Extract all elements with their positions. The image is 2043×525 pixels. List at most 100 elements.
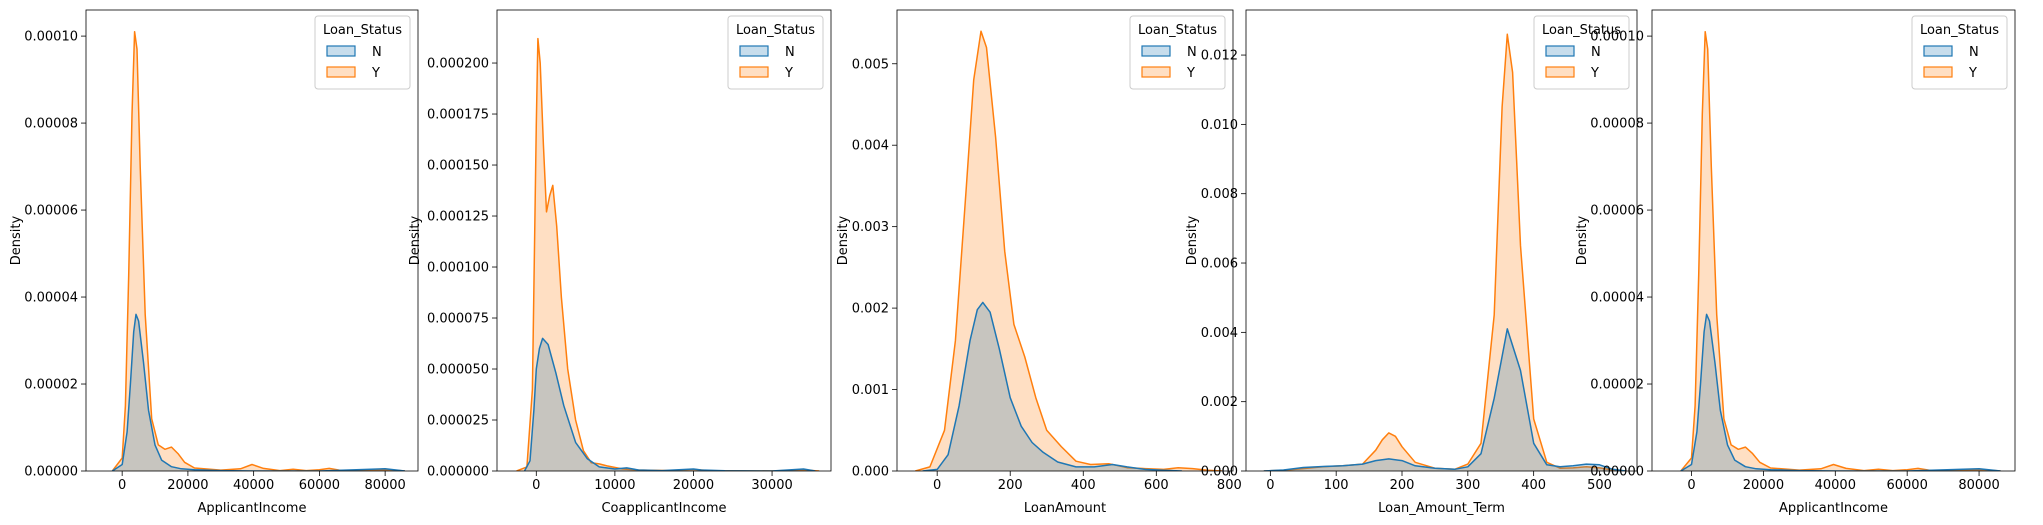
legend-swatch-Y (739, 66, 769, 78)
legend-swatch-N (1545, 45, 1575, 57)
subplot-5: 0 20000 40000 60000 80000 0.00000 0.00002 0.000… (1575, 9, 2016, 516)
y-tick-label: 0.00000 (1590, 465, 1644, 480)
legend-swatch-N (326, 45, 356, 57)
x-axis-label: Loan_Amount_Term (1378, 501, 1505, 516)
legend-title: Loan_Status (1138, 23, 1217, 38)
density-line-N (523, 337, 816, 471)
y-tick-label: 0.000025 (427, 414, 489, 429)
y-tick-label: 0.003 (852, 220, 889, 235)
y-axis-label: Density (1185, 215, 1200, 265)
legend-label-N: N (1187, 45, 1197, 60)
y-tick-label: 0.000100 (427, 261, 489, 276)
density-line-N (1680, 313, 2001, 471)
x-tick-label: 600 (1144, 478, 1169, 493)
y-tick-label: 0.004 (1201, 326, 1238, 341)
subplot-2: 0 10000 20000 30000 0.000000 0.000025 0.000050… (408, 9, 832, 516)
legend-label-Y: Y (371, 66, 380, 81)
legend-box (1911, 15, 2008, 90)
density-area-N (1680, 314, 2001, 471)
y-tick-label: 0.00010 (24, 30, 78, 45)
subplot-4: 0 100 200 300 400 500 0.000 0.002 0.004 0.006 0.00… (1185, 9, 1638, 516)
density-area-N (1263, 328, 1626, 471)
y-tick-label: 0.000125 (427, 210, 489, 225)
density-line-Y (915, 30, 1223, 471)
x-tick-label: 30000 (751, 478, 792, 493)
x-tick-label: 100 (1324, 478, 1349, 493)
legend: Loan_Status NY (1533, 15, 1630, 90)
legend-box (727, 15, 824, 90)
legend-label-N: N (1591, 45, 1601, 60)
density-area-Y (516, 38, 820, 471)
y-tick-label: 0.006 (1201, 257, 1238, 272)
y-tick-label: 0.000150 (427, 159, 489, 174)
legend: Loan_Status NY (1911, 15, 2008, 90)
y-tick-label: 0.001 (852, 383, 889, 398)
legend-title: Loan_Status (323, 23, 402, 38)
x-tick-label: 400 (1521, 478, 1546, 493)
x-tick-label: 200 (998, 478, 1023, 493)
x-tick-label: 300 (1455, 478, 1480, 493)
axes-frame (896, 9, 1234, 472)
density-line-N (922, 301, 1182, 471)
legend-box (1129, 15, 1226, 90)
y-tick-label: 0.000 (1201, 465, 1238, 480)
x-tick-label: 60000 (299, 478, 340, 493)
y-tick-label: 0.000175 (427, 108, 489, 123)
y-tick-label: 0.000000 (427, 465, 489, 480)
y-tick-label: 0.00000 (24, 465, 78, 480)
x-tick-label: 0 (1266, 478, 1274, 493)
y-tick-label: 0.004 (852, 139, 889, 154)
legend-swatch-Y (1923, 66, 1953, 78)
y-tick-label: 0.00004 (24, 291, 78, 306)
x-axis-label: CoapplicantIncome (601, 501, 726, 516)
legend-label-Y: Y (1968, 66, 1977, 81)
plot-area (1263, 33, 1626, 471)
axes-frame (1245, 9, 1638, 472)
y-axis-label: Density (408, 215, 423, 265)
y-axis-label: Density (1575, 215, 1590, 265)
y-tick-label: 0.00004 (1590, 291, 1644, 306)
legend-box (1533, 15, 1630, 90)
density-area-Y (915, 31, 1222, 471)
legend-label-Y: Y (784, 66, 793, 81)
legend-label-N: N (785, 45, 795, 60)
x-tick-label: 500 (1587, 478, 1612, 493)
legend-swatch-Y (326, 66, 356, 78)
y-tick-label: 0.00002 (1590, 378, 1644, 393)
y-axis-label: Density (9, 215, 24, 265)
density-area-Y (1680, 31, 2001, 471)
y-tick-label: 0.008 (1201, 187, 1238, 202)
legend-label-N: N (372, 45, 382, 60)
legend-swatch-Y (1141, 66, 1171, 78)
y-tick-label: 0.012 (1201, 49, 1238, 64)
y-tick-label: 0.005 (852, 57, 889, 72)
legend-swatch-Y (1545, 66, 1575, 78)
density-area-Y (1263, 34, 1626, 471)
x-axis-label: ApplicantIncome (198, 501, 307, 516)
y-tick-label: 0.000050 (427, 363, 489, 378)
legend: Loan_Status NY (727, 15, 824, 90)
x-tick-label: 0 (1687, 478, 1695, 493)
y-tick-label: 0.00002 (24, 378, 78, 393)
legend-box (314, 15, 411, 90)
legend-swatch-N (739, 45, 769, 57)
plot-area (1680, 30, 2001, 471)
x-tick-label: 80000 (1958, 478, 1999, 493)
density-line-Y (1680, 30, 2001, 471)
plot-area (915, 30, 1223, 471)
y-tick-label: 0.00008 (24, 117, 78, 132)
plot-area (111, 30, 405, 471)
density-area-N (524, 338, 816, 471)
y-tick-label: 0.002 (852, 302, 889, 317)
x-tick-label: 20000 (167, 478, 208, 493)
density-area-Y (112, 31, 405, 471)
y-tick-label: 0.002 (1201, 395, 1238, 410)
x-tick-label: 20000 (1743, 478, 1784, 493)
density-line-N (1263, 328, 1626, 471)
density-line-Y (1263, 33, 1626, 471)
density-line-N (111, 313, 405, 471)
axes-frame (496, 9, 832, 472)
legend-swatch-N (1923, 45, 1953, 57)
density-area-N (112, 314, 405, 471)
y-tick-label: 0.00006 (1590, 204, 1644, 219)
